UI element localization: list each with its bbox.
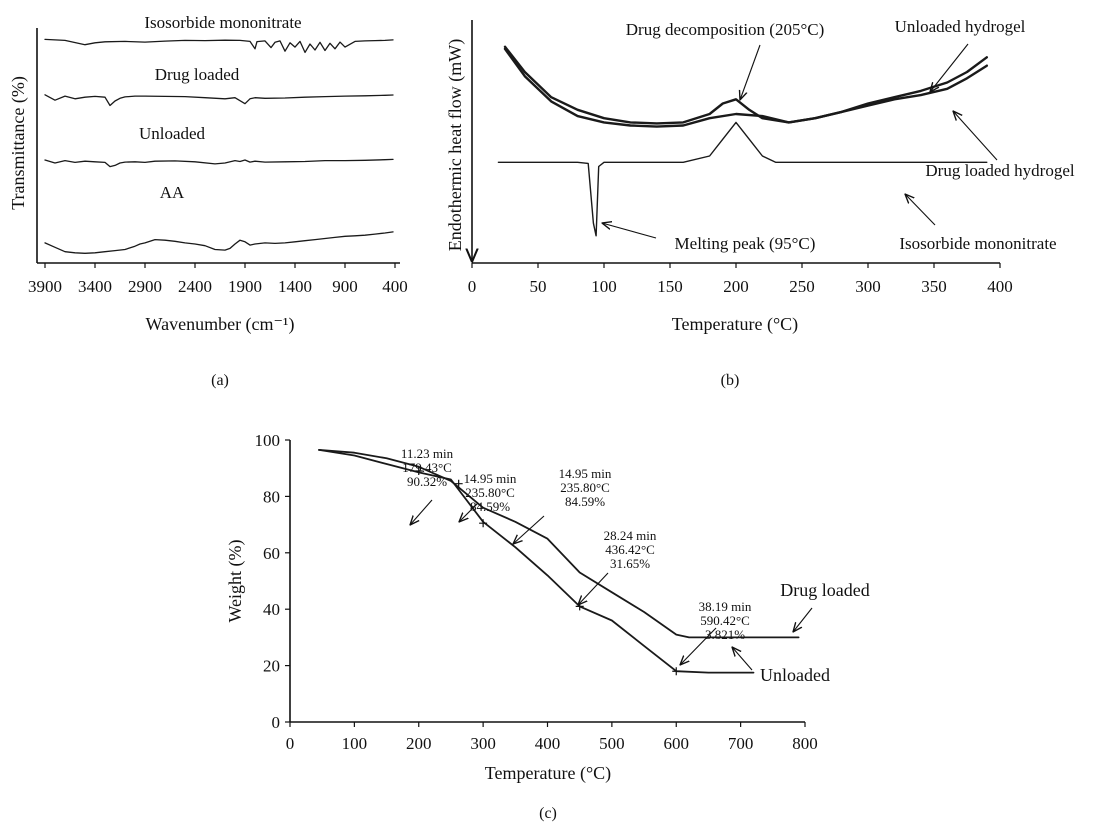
panel-b-y-axis-label: Endothermic heat flow (mW) (445, 39, 466, 251)
panel-c-annotation-arrow (578, 572, 609, 605)
panel-b-x-tick-label: 0 (468, 277, 477, 296)
panel-b-trace-drug-loaded-hydrogel (503, 47, 988, 128)
panel-b-dsc-chart: 0 50 100 150 200 250 300 350 400 Drug decomposit… (445, 17, 1075, 389)
panel-c-x-tick-label: 0 (286, 734, 295, 753)
panel-b-traces (497, 45, 988, 237)
panel-c-annotation-label: 38.19 min 590.42°C 3.821% (699, 599, 752, 642)
panel-b-annotation-melting-peak: Melting peak (95°C) (675, 234, 816, 253)
panel-b-trace-isosorbide-mononitrate (497, 121, 988, 237)
panel-c-traces (318, 449, 800, 674)
panel-c-legend-drug-loaded: Drug loaded (780, 580, 869, 600)
panel-a-y-axis-label: Transmittance (%) (8, 76, 29, 210)
panel-b-annotation-decomposition: Drug decomposition (205°C) (626, 20, 825, 39)
panel-c-x-tick-label: 500 (599, 734, 625, 753)
panel-c-annotations: 11.23 min 179.43°C 90.32% 14.95 min 235.80°C… (401, 446, 752, 676)
panel-a-x-axis-label: Wavenumber (cm⁻¹) (146, 314, 295, 335)
panel-a-series-label-isosorbide: Isosorbide mononitrate (144, 13, 301, 32)
panel-b-annotation-unloaded-hydrogel: Unloaded hydrogel (895, 17, 1026, 36)
panel-b-trace-unloaded-hydrogel (503, 45, 988, 125)
panel-a-series-label-unloaded: Unloaded (139, 124, 206, 143)
panel-c-y-tick-label: 60 (263, 544, 280, 563)
panel-b-x-tick-label: 100 (591, 277, 617, 296)
panel-a-x-tick-label: 2900 (128, 277, 162, 296)
panel-b-x-tick-label: 350 (921, 277, 947, 296)
panel-a-x-tick-label: 3900 (28, 277, 62, 296)
panel-c-trace-unloaded (318, 449, 755, 674)
panel-b-arrow-decomposition (740, 44, 761, 100)
panel-a-trace-drug-loaded (44, 94, 394, 107)
panel-c-point-marker (575, 602, 584, 611)
panel-c-y-tick-label: 40 (263, 600, 280, 619)
panel-a-x-tick-label: 1900 (228, 277, 262, 296)
panel-c-annotation-label: 14.95 min 235.80°C 84.59% (559, 466, 612, 509)
panel-a-series-label-drug-loaded: Drug loaded (155, 65, 240, 84)
panel-c-legend-unloaded: Unloaded (760, 665, 830, 685)
panel-c-caption: (c) (539, 805, 557, 822)
panel-c-annotation-arrow (513, 515, 545, 544)
panel-c-x-tick-label: 200 (406, 734, 432, 753)
panel-a-trace-aa (44, 231, 394, 254)
panel-c-y-tick-label: 0 (272, 713, 281, 732)
panel-c-point-marker (454, 479, 463, 488)
panel-a-series-label-aa: AA (160, 183, 185, 202)
panel-b-arrow-melting-peak (602, 223, 657, 239)
panel-b-x-tick-label: 250 (789, 277, 815, 296)
panel-c-x-tick-label: 800 (792, 734, 818, 753)
panel-b-caption: (b) (721, 372, 740, 389)
panel-a-x-tick-label: 3400 (78, 277, 112, 296)
panel-c-x-tick-label: 700 (728, 734, 754, 753)
panel-b-arrow-unloaded-hydrogel (930, 43, 969, 92)
panel-c-y-axis-label: Weight (%) (225, 539, 246, 622)
panel-c-x-tick-label: 300 (470, 734, 496, 753)
panel-a-x-tick-label: 400 (382, 277, 408, 296)
panel-c-y-tick-label: 100 (255, 431, 281, 450)
panel-b-annotation-drug-loaded-hydrogel: Drug loaded hydrogel (925, 161, 1074, 180)
panel-a-caption: (a) (211, 372, 229, 389)
panel-a-traces (44, 38, 394, 254)
panel-b-x-tick-label: 400 (987, 277, 1013, 296)
panel-c-ticks: 0 100 200 300 400 500 600 700 800 0 20 40 60 80 100 (255, 431, 818, 753)
panel-c-annotation-arrow (680, 627, 717, 665)
panel-c-point-marker (672, 667, 681, 676)
panel-b-x-tick-label: 50 (530, 277, 547, 296)
panel-c-y-tick-label: 80 (263, 487, 280, 506)
panel-c-tga-chart: 0 100 200 300 400 500 600 700 800 0 20 40 60 80 100 11… (225, 431, 870, 822)
panel-b-x-ticks: 0 50 100 150 200 250 300 350 400 (468, 263, 1013, 296)
panel-a-trace-isosorbide-mononitrate (44, 38, 394, 54)
panel-b-arrow-drug-loaded-hydrogel (953, 111, 998, 161)
panel-c-point-marker (414, 467, 423, 476)
panel-a-x-ticks: 3900 3400 2900 2400 1900 1400 900 400 (28, 263, 408, 296)
panel-c-annotation-label: 14.95 min 235.80°C 84.59% (464, 471, 517, 514)
panel-b-annotation-isosorbide: Isosorbide mononitrate (899, 234, 1056, 253)
panel-a-x-tick-label: 900 (332, 277, 358, 296)
panel-c-annotation-label: 11.23 min 179.43°C 90.32% (401, 446, 454, 489)
panel-c-x-tick-label: 600 (664, 734, 690, 753)
panel-a-ftir-chart: 3900 3400 2900 2400 1900 1400 900 400 Isosorbid… (8, 13, 408, 389)
panel-c-trace-drug-loaded (318, 449, 800, 639)
panel-c-x-tick-label: 100 (342, 734, 368, 753)
panel-a-x-tick-label: 1400 (278, 277, 312, 296)
panel-c-annotation-arrow (459, 502, 479, 522)
panel-c-annotation-arrow (410, 499, 433, 525)
panel-c-x-axis-label: Temperature (°C) (485, 763, 611, 784)
panel-c-y-tick-label: 20 (263, 657, 280, 676)
panel-b-x-tick-label: 300 (855, 277, 881, 296)
panel-b-x-axis-label: Temperature (°C) (672, 314, 798, 335)
panel-c-x-tick-label: 400 (535, 734, 561, 753)
panel-b-x-tick-label: 200 (723, 277, 749, 296)
panel-c-point-marker (479, 519, 488, 528)
panel-c-arrow-unloaded (732, 647, 753, 671)
panel-c-arrow-drug-loaded (793, 607, 813, 632)
panel-a-trace-unloaded (44, 158, 394, 168)
panel-b-x-tick-label: 150 (657, 277, 683, 296)
panel-c-annotation-label: 28.24 min 436.42°C 31.65% (604, 528, 657, 571)
panel-b-arrow-isosorbide (905, 194, 936, 226)
panel-a-x-tick-label: 2400 (178, 277, 212, 296)
